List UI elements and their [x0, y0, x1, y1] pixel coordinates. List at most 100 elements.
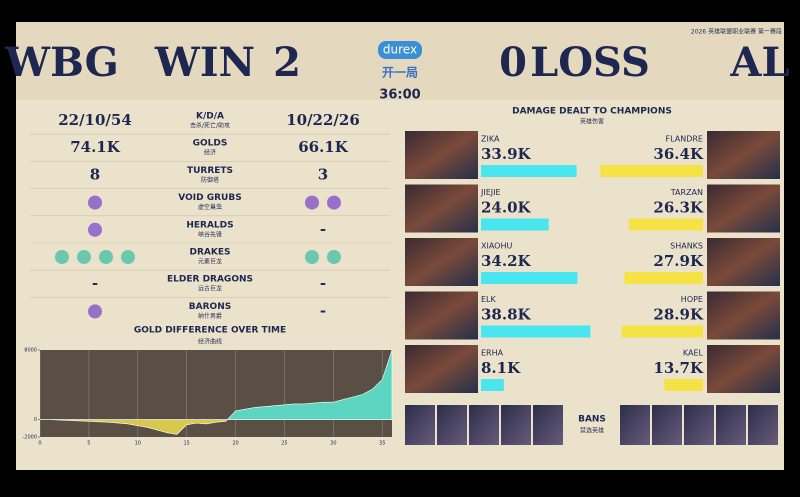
player-name: ELK — [481, 295, 497, 304]
damage-label: 36.4K — [653, 145, 704, 163]
damage-bar — [481, 165, 577, 177]
damage-bar — [481, 218, 549, 231]
x-tick-label: 25 — [281, 441, 287, 447]
ban-icon — [716, 405, 746, 445]
portrait — [405, 345, 478, 393]
ban-icon — [501, 405, 531, 445]
damage-label: 28.9K — [653, 306, 704, 324]
stat-value: 66.1K — [298, 138, 349, 156]
left-result: WIN — [154, 39, 255, 86]
objective-icon — [327, 250, 341, 264]
damage-label: 24.0K — [481, 199, 532, 217]
player-name: ZIKA — [481, 135, 500, 144]
stat-label: TURRETS — [187, 166, 233, 176]
stat-value: 74.1K — [70, 138, 121, 156]
ban-icon — [684, 405, 714, 445]
player-name: ERHA — [481, 349, 504, 358]
objective-icon — [327, 195, 341, 210]
stat-label: GOLDS — [193, 139, 228, 149]
stat-value: - — [92, 274, 98, 292]
damage-bar — [621, 325, 703, 338]
damage-label: 13.7K — [653, 359, 704, 377]
damage-bar — [664, 379, 703, 391]
ban-icon — [469, 405, 499, 445]
x-tick-label: 0 — [38, 441, 41, 447]
stat-label: K/D/A — [196, 112, 224, 122]
stat-value: - — [320, 220, 326, 238]
stat-label: ELDER DRAGONS — [167, 275, 253, 285]
damage-label: 8.1K — [481, 359, 521, 377]
damage-bar — [624, 272, 703, 284]
player-name: SHANKS — [670, 242, 703, 251]
stat-sub: 防御塔 — [201, 176, 219, 184]
objective-icon — [77, 250, 91, 264]
player-name: XIAOHU — [481, 242, 512, 251]
damage-bar — [481, 325, 591, 338]
stat-value: 3 — [318, 165, 328, 183]
x-tick-label: 15 — [183, 441, 189, 447]
ban-icon — [437, 405, 467, 445]
ban-icon — [533, 405, 563, 445]
chart-title: GOLD DIFFERENCE OVER TIME — [134, 326, 286, 336]
stat-value: 8 — [90, 165, 100, 183]
y-tick-label: -2000 — [22, 435, 37, 441]
objective-icon — [305, 250, 319, 264]
damage-bar — [600, 165, 703, 177]
gold-area — [40, 349, 393, 435]
stat-sub: 虚空巢虫 — [198, 203, 222, 211]
stat-value: - — [320, 301, 326, 319]
right-result: LOSS — [530, 39, 650, 86]
stat-sub: 击杀/死亡/助攻 — [190, 122, 230, 130]
stat-sub: 元素巨龙 — [198, 258, 222, 266]
stat-value: 22/10/54 — [58, 111, 132, 129]
y-tick-label: 8000 — [24, 348, 37, 354]
left-team: WBG — [4, 39, 119, 86]
stat-sub: 远古巨龙 — [198, 285, 222, 293]
damage-label: 27.9K — [653, 252, 704, 270]
portrait — [707, 238, 780, 286]
y-tick-label: 0 — [34, 417, 37, 423]
portrait — [405, 184, 478, 233]
chart-subtitle: 经济曲线 — [198, 338, 222, 346]
stat-label: BARONS — [189, 302, 231, 312]
ban-icon — [405, 405, 435, 445]
x-tick-label: 30 — [330, 441, 336, 447]
damage-label: 34.2K — [481, 252, 532, 270]
stat-label: HERALDS — [186, 220, 233, 230]
chart-bg — [40, 350, 392, 437]
damage-bar — [481, 272, 578, 284]
portrait — [405, 131, 478, 179]
sponsor: durex — [383, 43, 417, 57]
objective-icon — [305, 195, 319, 210]
objective-icon — [88, 195, 102, 210]
player-name: FLANDRE — [666, 135, 703, 144]
portrait — [707, 131, 780, 179]
portrait — [405, 238, 478, 286]
stat-sub: 纳什男爵 — [198, 312, 222, 320]
stat-value: 10/22/26 — [286, 111, 360, 129]
ban-icon — [748, 405, 778, 445]
x-tick-label: 10 — [135, 441, 141, 447]
damage-label: 33.9K — [481, 145, 532, 163]
damage-label: 26.3K — [653, 199, 704, 217]
portrait — [405, 291, 478, 340]
stat-label: DRAKES — [190, 248, 231, 258]
damage-title: DAMAGE DEALT TO CHAMPIONS — [512, 107, 672, 117]
player-name: TARZAN — [670, 188, 703, 197]
time: 36:00 — [379, 88, 420, 103]
damage-subtitle: 英雄伤害 — [580, 118, 604, 126]
objective-icon — [88, 304, 102, 319]
x-tick-label: 35 — [379, 441, 385, 447]
stat-sub: 经济 — [204, 149, 216, 157]
player-name: JIEJIE — [480, 188, 501, 197]
bans-sub: 禁选英雄 — [580, 427, 604, 435]
ban-icon — [652, 405, 682, 445]
portrait — [707, 184, 780, 233]
player-name: KAEL — [683, 349, 704, 358]
objective-icon — [121, 250, 135, 264]
league: 2026 英雄联盟职业联赛 第一赛段 — [691, 28, 782, 36]
stat-label: VOID GRUBS — [178, 193, 241, 203]
damage-bar — [628, 218, 703, 231]
ban-icon — [620, 405, 650, 445]
